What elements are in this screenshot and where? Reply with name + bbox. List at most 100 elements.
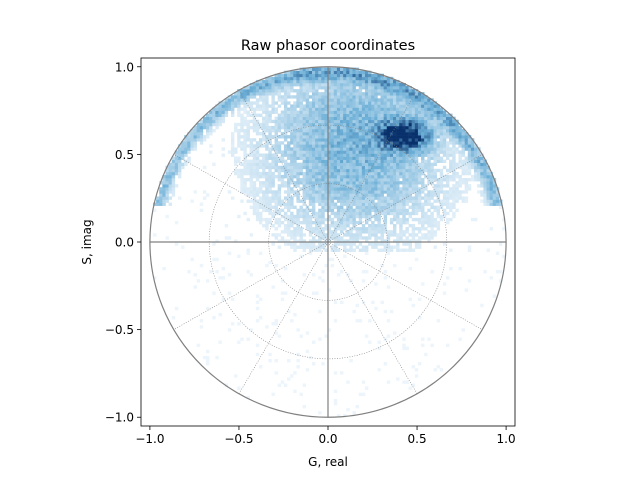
- heatmap-bin: [417, 150, 422, 154]
- heatmap-bin: [346, 159, 350, 164]
- heatmap-bin: [246, 193, 250, 197]
- heatmap-bin: [495, 190, 500, 194]
- heatmap-bin: [358, 79, 363, 84]
- heatmap-bin: [271, 205, 275, 210]
- heatmap-bin: [414, 239, 419, 243]
- heatmap-bin: [296, 76, 300, 81]
- heatmap-bin: [330, 98, 335, 102]
- heatmap-bin: [327, 98, 331, 102]
- heatmap-bin: [393, 205, 397, 210]
- heatmap-bin: [255, 101, 260, 105]
- heatmap-bin: [168, 174, 173, 179]
- heatmap-bin: [280, 110, 285, 114]
- heatmap-bin: [262, 208, 266, 213]
- heatmap-bin: [352, 233, 356, 237]
- heatmap-bin: [321, 95, 325, 99]
- heatmap-bin: [333, 95, 338, 99]
- heatmap-bin: [361, 193, 366, 197]
- heatmap-bin: [433, 141, 437, 145]
- heatmap-bin: [318, 153, 322, 157]
- heatmap-bin: [246, 95, 250, 99]
- heatmap-bin: [489, 184, 494, 188]
- heatmap-bin: [464, 190, 469, 194]
- heatmap-bin: [280, 199, 285, 203]
- heatmap-bin: [480, 162, 484, 167]
- heatmap-bin: [380, 153, 384, 157]
- heatmap-bin: [411, 227, 416, 231]
- heatmap-bin: [193, 138, 197, 142]
- heatmap-bin: [430, 138, 434, 142]
- heatmap-bin: [318, 242, 322, 246]
- heatmap-bin: [252, 147, 257, 151]
- heatmap-bin: [287, 95, 291, 99]
- heatmap-bin: [265, 208, 269, 213]
- heatmap-bin: [368, 89, 372, 93]
- heatmap-bin: [265, 171, 269, 176]
- heatmap-bin: [349, 205, 353, 210]
- heatmap-bin: [271, 125, 275, 130]
- heatmap-bin: [408, 86, 413, 90]
- heatmap-bin: [377, 128, 381, 133]
- heatmap-bin: [411, 162, 416, 167]
- heatmap-bin: [346, 187, 350, 191]
- heatmap-bin: [230, 297, 235, 302]
- heatmap-bin: [305, 128, 310, 133]
- heatmap-bin: [442, 184, 447, 188]
- heatmap-bin: [296, 138, 300, 142]
- heatmap-bin: [177, 165, 182, 170]
- heatmap-bin: [324, 125, 328, 130]
- heatmap-bin: [377, 159, 381, 164]
- heatmap-bin: [374, 107, 378, 111]
- heatmap-bin: [324, 92, 328, 96]
- heatmap-bin: [427, 141, 431, 145]
- heatmap-bin: [327, 214, 331, 219]
- heatmap-bin: [399, 239, 403, 243]
- heatmap-bin: [305, 196, 310, 200]
- heatmap-bin: [477, 150, 481, 154]
- heatmap-bin: [436, 184, 441, 188]
- heatmap-bin: [283, 242, 288, 246]
- heatmap-bin: [396, 153, 400, 157]
- heatmap-bin: [308, 248, 313, 252]
- heatmap-bin: [364, 159, 369, 164]
- heatmap-bin: [274, 110, 278, 114]
- heatmap-bin: [290, 73, 294, 78]
- heatmap-bin: [408, 199, 413, 203]
- heatmap-bin: [349, 113, 353, 118]
- heatmap-bin: [311, 82, 316, 87]
- heatmap-bin: [252, 174, 257, 179]
- heatmap-bin: [349, 79, 353, 84]
- heatmap-bin: [380, 171, 384, 176]
- heatmap-bin: [389, 101, 394, 105]
- heatmap-bin: [299, 95, 303, 99]
- heatmap-bin: [315, 110, 319, 114]
- heatmap-bin: [352, 86, 356, 90]
- heatmap-bin: [318, 165, 322, 170]
- heatmap-bin: [315, 190, 319, 194]
- heatmap-bin: [305, 144, 310, 148]
- heatmap-bin: [436, 147, 441, 151]
- heatmap-bin: [330, 171, 335, 176]
- heatmap-bin: [361, 171, 366, 176]
- heatmap-bin: [330, 147, 335, 151]
- heatmap-bin: [318, 144, 322, 148]
- heatmap-bin: [237, 132, 241, 136]
- heatmap-bin: [184, 144, 188, 148]
- heatmap-bin: [296, 224, 300, 228]
- heatmap-bin: [162, 190, 166, 194]
- heatmap-bin: [346, 199, 350, 203]
- heatmap-bin: [474, 147, 478, 151]
- heatmap-bin: [405, 159, 409, 164]
- heatmap-bin: [296, 174, 300, 179]
- heatmap-bin: [240, 116, 244, 121]
- heatmap-bin: [340, 300, 344, 305]
- heatmap-bin: [333, 89, 338, 93]
- heatmap-bin: [364, 162, 369, 167]
- heatmap-bin: [258, 165, 263, 170]
- heatmap-bin: [249, 144, 254, 148]
- heatmap-bin: [333, 125, 338, 130]
- heatmap-bin: [296, 98, 300, 102]
- heatmap-bin: [296, 196, 300, 200]
- heatmap-bin: [399, 227, 403, 231]
- heatmap-bin: [411, 159, 416, 164]
